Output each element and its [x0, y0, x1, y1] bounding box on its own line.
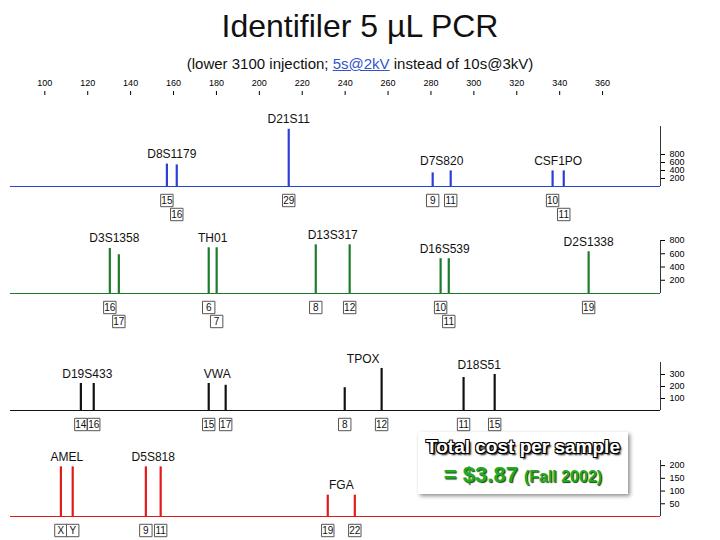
svg-text:200: 200: [670, 275, 685, 285]
svg-text:300: 300: [466, 78, 481, 88]
svg-text:800: 800: [670, 149, 685, 159]
html-text:(lower 3100 injection; 5s@2kV: (lower 3100 injection; 5s@2kV instead of…: [186, 55, 534, 72]
svg-text:200: 200: [670, 381, 685, 391]
svg-text:AMEL: AMEL: [50, 450, 83, 464]
svg-text:D7S820: D7S820: [420, 154, 464, 168]
svg-text:400: 400: [669, 165, 685, 176]
svg-text:100: 100: [37, 78, 52, 88]
svg-text:11: 11: [444, 316, 455, 327]
svg-text:600: 600: [669, 157, 685, 168]
svg-text:180: 180: [209, 78, 224, 88]
svg-text:16: 16: [104, 302, 116, 313]
svg-text:17: 17: [113, 316, 125, 327]
svg-text:D3S1358: D3S1358: [89, 231, 139, 245]
svg-text:D16S539: D16S539: [420, 242, 470, 256]
svg-text:FGA: FGA: [329, 478, 354, 492]
html-text:Identifiler 5 µL PCR: Identifiler 5 µL PCR: [221, 8, 499, 44]
svg-text:8: 8: [313, 302, 319, 313]
svg-text:10: 10: [435, 302, 447, 313]
svg-text:9: 9: [430, 195, 436, 206]
svg-text:D13S317: D13S317: [308, 228, 358, 242]
svg-text:X: X: [58, 525, 65, 536]
svg-text:360: 360: [595, 78, 610, 88]
svg-text:14: 14: [75, 419, 87, 430]
svg-text:D21S11: D21S11: [267, 112, 310, 126]
svg-text:200: 200: [669, 173, 685, 184]
svg-text:TPOX: TPOX: [347, 352, 380, 366]
svg-text:16: 16: [171, 209, 183, 220]
svg-text:260: 260: [381, 78, 396, 88]
svg-text:15: 15: [161, 195, 173, 206]
svg-text:280: 280: [423, 78, 438, 88]
svg-text:D2S1338: D2S1338: [564, 235, 614, 249]
svg-text:22: 22: [349, 525, 361, 536]
svg-text:150: 150: [670, 473, 685, 483]
svg-text:10: 10: [547, 195, 559, 206]
svg-text:300: 300: [670, 369, 685, 379]
svg-text:12: 12: [376, 419, 388, 430]
html-text:Total cost per sample: Total cost per sample: [426, 436, 620, 457]
svg-text:100: 100: [670, 393, 685, 403]
svg-text:CSF1PO: CSF1PO: [534, 154, 582, 168]
svg-text:D19S433: D19S433: [62, 367, 112, 381]
svg-text:800: 800: [670, 235, 685, 245]
svg-text:8: 8: [342, 419, 348, 430]
svg-text:400: 400: [670, 262, 685, 272]
svg-text:TH01: TH01: [198, 231, 228, 245]
svg-text:17: 17: [220, 419, 232, 430]
svg-text:Y: Y: [69, 525, 76, 536]
svg-text:120: 120: [80, 78, 95, 88]
svg-text:D18S51: D18S51: [457, 358, 501, 372]
svg-text:200: 200: [670, 460, 685, 470]
svg-text:15: 15: [203, 419, 215, 430]
svg-text:320: 320: [509, 78, 524, 88]
svg-text:160: 160: [166, 78, 181, 88]
svg-text:100: 100: [670, 486, 685, 496]
svg-text:D8S1179: D8S1179: [147, 147, 196, 161]
svg-text:15: 15: [489, 419, 501, 430]
svg-text:600: 600: [670, 249, 685, 259]
svg-text:11: 11: [559, 209, 570, 220]
svg-text:200: 200: [252, 78, 267, 88]
svg-text:9: 9: [143, 525, 149, 536]
svg-text:140: 140: [123, 78, 138, 88]
svg-text:340: 340: [552, 78, 567, 88]
svg-text:7: 7: [214, 316, 220, 327]
svg-text:19: 19: [583, 302, 595, 313]
html-text:= $3.87 (Fall 2002): = $3.87 (Fall 2002): [443, 462, 603, 487]
svg-text:220: 220: [295, 78, 310, 88]
svg-text:6: 6: [206, 302, 212, 313]
svg-text:11: 11: [155, 525, 166, 536]
svg-text:16: 16: [88, 419, 100, 430]
svg-text:11: 11: [458, 419, 469, 430]
svg-text:29: 29: [283, 195, 295, 206]
svg-text:50: 50: [670, 499, 680, 509]
svg-text:240: 240: [338, 78, 353, 88]
svg-text:19: 19: [322, 525, 334, 536]
svg-text:D5S818: D5S818: [132, 450, 176, 464]
svg-text:VWA: VWA: [204, 367, 231, 381]
svg-text:11: 11: [446, 195, 457, 206]
svg-text:12: 12: [344, 302, 356, 313]
